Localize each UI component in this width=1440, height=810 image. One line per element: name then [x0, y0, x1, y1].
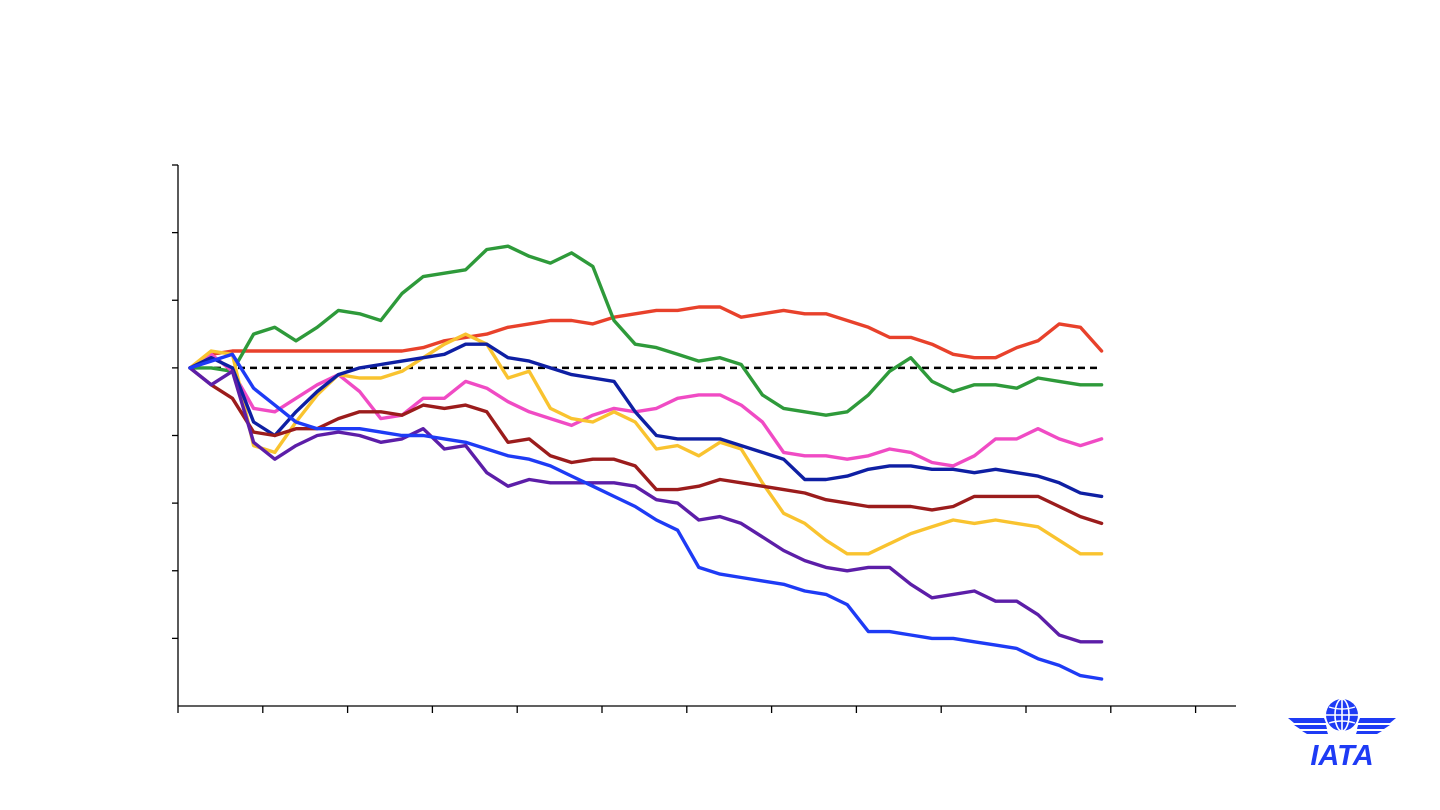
logo-text: IATA: [1310, 740, 1373, 771]
series-lines: [188, 244, 1104, 681]
globe-icon: [1326, 698, 1358, 732]
series-line-7: [188, 366, 1104, 644]
iata-logo: IATA: [1288, 698, 1396, 771]
series-line-5: [188, 342, 1104, 499]
series-line-6: [188, 366, 1104, 526]
chart-axes: [172, 164, 1236, 713]
series-line-8: [188, 352, 1104, 681]
wings-icon: [1288, 718, 1396, 734]
series-line-3: [188, 352, 1104, 468]
series-line-1: [188, 305, 1104, 370]
series-line-2: [188, 244, 1104, 417]
